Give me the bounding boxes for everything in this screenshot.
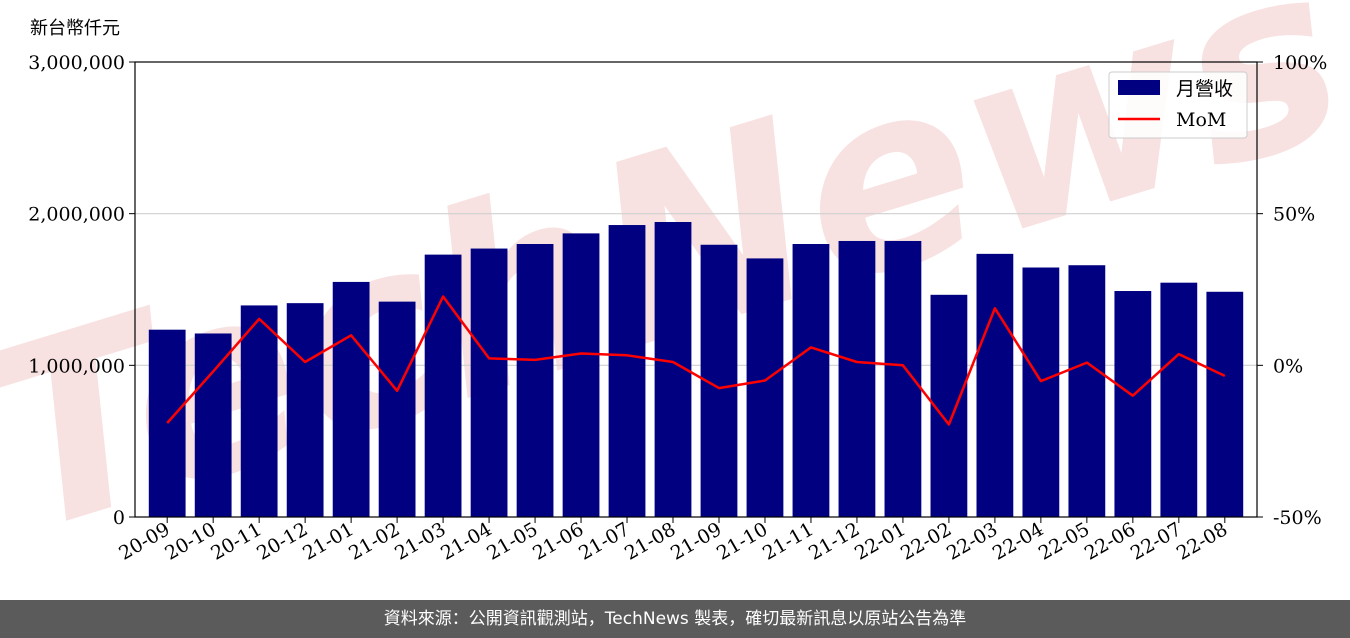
revenue-bar — [930, 294, 968, 517]
revenue-bar — [1206, 291, 1244, 517]
legend-label-mom: MoM — [1176, 109, 1226, 131]
legend-bar-swatch — [1118, 80, 1160, 95]
x-tick-label: 21-03 — [391, 518, 449, 564]
left-tick-label: 0 — [113, 507, 125, 529]
revenue-bar — [286, 303, 324, 517]
x-axis-ticks: 20-0920-1020-1120-1221-0121-0221-0321-04… — [115, 517, 1231, 565]
x-tick-label: 21-09 — [667, 518, 725, 564]
x-tick-label: 22-01 — [851, 518, 909, 564]
x-tick-label: 22-03 — [943, 518, 1001, 564]
left-axis-ticks: 0 1,000,000 2,000,000 3,000,000 — [28, 52, 135, 529]
left-tick-label: 2,000,000 — [28, 204, 125, 226]
revenue-bar — [1022, 267, 1060, 517]
revenue-bar — [792, 244, 830, 517]
right-axis-ticks: -50% 0% 50% 100% — [1257, 52, 1327, 529]
x-tick-label: 21-07 — [575, 518, 633, 564]
x-tick-label: 22-06 — [1081, 518, 1139, 564]
right-tick-label: -50% — [1273, 507, 1322, 529]
revenue-bar — [378, 301, 416, 517]
x-tick-label: 21-06 — [529, 518, 587, 564]
x-tick-label: 22-05 — [1035, 518, 1093, 564]
revenue-bar — [1068, 265, 1106, 517]
x-tick-label: 21-02 — [345, 518, 403, 564]
x-tick-label: 22-07 — [1127, 518, 1185, 564]
right-tick-label: 50% — [1273, 204, 1315, 226]
revenue-bar — [1160, 282, 1198, 517]
x-tick-label: 20-12 — [253, 518, 311, 564]
x-tick-label: 21-05 — [483, 518, 541, 564]
revenue-bar — [838, 240, 876, 517]
x-tick-label: 21-04 — [437, 518, 495, 564]
revenue-bar — [194, 333, 232, 517]
revenue-bar — [148, 329, 186, 517]
revenue-bar — [424, 254, 462, 517]
x-tick-label: 22-04 — [989, 518, 1047, 564]
x-tick-label: 22-08 — [1173, 518, 1231, 564]
legend-label-revenue: 月營收 — [1176, 78, 1233, 100]
revenue-bar — [240, 305, 278, 517]
revenue-bar — [608, 225, 646, 517]
left-tick-label: 3,000,000 — [28, 52, 125, 74]
bar-series — [148, 222, 1244, 518]
revenue-bar — [332, 281, 370, 517]
right-tick-label: 100% — [1273, 52, 1327, 74]
x-tick-label: 21-12 — [805, 518, 863, 564]
x-tick-label: 21-11 — [759, 518, 817, 564]
x-tick-label: 21-08 — [621, 518, 679, 564]
revenue-bar — [1114, 291, 1152, 517]
left-tick-label: 1,000,000 — [28, 355, 125, 377]
plot-area-frame — [134, 61, 1258, 518]
revenue-bar — [562, 233, 600, 517]
source-footer: 資料來源：公開資訊觀測站，TechNews 製表，確切最新訊息以原站公告為準 — [0, 600, 1350, 638]
revenue-bar — [976, 253, 1014, 517]
revenue-bar — [516, 244, 554, 517]
x-tick-label: 21-10 — [713, 518, 771, 564]
x-tick-label: 22-02 — [897, 518, 955, 564]
mom-line — [166, 295, 1226, 426]
mom-line-series — [166, 295, 1226, 426]
right-tick-label: 0% — [1273, 355, 1303, 377]
revenue-bar — [884, 240, 922, 517]
x-tick-label: 21-01 — [299, 518, 357, 564]
legend: 月營收 MoM — [1108, 71, 1248, 139]
revenue-bar — [470, 248, 508, 518]
revenue-bar — [746, 258, 784, 517]
y-axis-unit-label: 新台幣仟元 — [30, 18, 120, 39]
